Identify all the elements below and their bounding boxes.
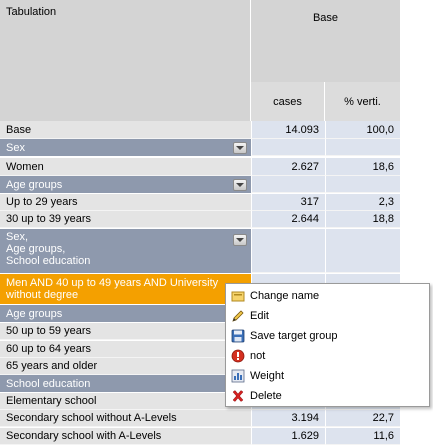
age-60-64-text: 60 up to 64 years (6, 343, 92, 355)
age-50-59-text: 50 up to 59 years (6, 325, 92, 337)
women-percent-value: 18,6 (372, 160, 394, 173)
combined-line-school: School education (6, 255, 91, 267)
combined-line-age: Age groups, (6, 243, 66, 255)
age-30-39-cases-cell: 2.644 (251, 211, 325, 228)
combined-cases-empty (251, 229, 325, 273)
age-up29-cases-value: 317 (300, 196, 319, 208)
menu-item-save-target-group[interactable]: Save target group (226, 326, 429, 346)
delete-icon (231, 389, 245, 403)
secondary-no-alevel-percent-cell: 22,7 (325, 410, 400, 427)
women-percent-cell: 18,6 (325, 158, 400, 176)
secondary-alevel-percent-cell: 11,6 (325, 428, 400, 445)
cases-header-label: cases (273, 95, 302, 108)
menu-item-change-name[interactable]: Change name (226, 286, 429, 306)
section-school-education[interactable]: School education (0, 375, 251, 392)
row-age-up29-label[interactable]: Up to 29 years (0, 194, 251, 211)
cases-column-header[interactable]: cases (251, 82, 325, 121)
base-cases-value: 14.093 (285, 123, 319, 136)
pencil-icon (231, 309, 245, 323)
age-up29-percent-cell: 2,3 (325, 194, 400, 211)
base-cases-cell: 14.093 (251, 121, 325, 139)
rename-icon (231, 289, 245, 303)
age-cases-empty (251, 176, 325, 193)
menu-item-change-name-label: Change name (250, 290, 320, 302)
row-age-50-59-label[interactable]: 50 up to 59 years (0, 323, 251, 340)
women-row-text: Women (6, 160, 44, 173)
elementary-text: Elementary school (6, 395, 97, 407)
women-cases-cell: 2.627 (251, 158, 325, 176)
context-menu: Change name Edit Save target group not W… (225, 283, 430, 407)
menu-item-save-target-group-label: Save target group (250, 330, 338, 342)
floppy-disk-icon (231, 329, 245, 343)
secondary-alevel-cases-value: 1.629 (291, 430, 319, 442)
base-row-text: Base (6, 123, 32, 136)
age-up29-text: Up to 29 years (6, 196, 78, 208)
weight-icon (231, 369, 245, 383)
age-30-39-percent-cell: 18,8 (325, 211, 400, 228)
selected-row-line2: without degree (6, 289, 79, 301)
menu-item-edit[interactable]: Edit (226, 306, 429, 326)
not-icon (231, 349, 245, 363)
section-sex[interactable]: Sex (0, 139, 251, 156)
row-base-label[interactable]: Base (0, 121, 251, 139)
section-school-label: School education (6, 377, 91, 390)
age-65-text: 65 years and older (6, 360, 98, 372)
section-combined[interactable]: Sex, Age groups, School education (0, 229, 251, 273)
menu-item-edit-label: Edit (250, 310, 269, 322)
percent-header-label: % verti. (344, 95, 381, 108)
age-30-39-percent-value: 18,8 (372, 213, 394, 225)
secondary-no-alevel-text: Secondary school without A-Levels (6, 412, 177, 424)
row-women-label[interactable]: Women (0, 158, 251, 176)
row-age-60-64-label[interactable]: 60 up to 64 years (0, 341, 251, 358)
age-percent-empty (325, 176, 400, 193)
menu-item-delete-label: Delete (250, 390, 282, 402)
menu-item-delete[interactable]: Delete (226, 386, 429, 406)
section-age-label: Age groups (6, 178, 63, 191)
base-percent-cell: 100,0 (325, 121, 400, 139)
combined-line-sex: Sex, (6, 231, 29, 243)
combined-percent-empty (325, 229, 400, 273)
age-30-39-cases-value: 2.644 (291, 213, 319, 225)
secondary-no-alevel-cases-value: 3.194 (291, 412, 319, 424)
sex-cases-empty (251, 139, 325, 156)
section-age-groups-2[interactable]: Age groups (0, 305, 251, 322)
menu-item-weight[interactable]: Weight (226, 366, 429, 386)
combined-dropdown-button[interactable] (233, 234, 247, 246)
secondary-alevel-text: Secondary school with A-Levels (6, 430, 162, 442)
row-secondary-alevel-label[interactable]: Secondary school with A-Levels (0, 428, 251, 445)
tabulation-header: Tabulation (0, 0, 251, 121)
age-groups-dropdown-button[interactable] (233, 178, 247, 191)
row-age-30-39-label[interactable]: 30 up to 39 years (0, 211, 251, 228)
secondary-no-alevel-percent-value: 22,7 (372, 412, 394, 424)
base-percent-value: 100,0 (366, 123, 394, 136)
section-age-groups[interactable]: Age groups (0, 176, 251, 193)
age-up29-cases-cell: 317 (251, 194, 325, 211)
menu-item-not[interactable]: not (226, 346, 429, 366)
age-up29-percent-value: 2,3 (378, 196, 394, 208)
section-sex-label: Sex (6, 141, 25, 154)
secondary-alevel-percent-value: 11,6 (373, 430, 394, 442)
percent-column-header[interactable]: % verti. (325, 82, 400, 121)
selected-row-line1: Men AND 40 up to 49 years AND University (6, 277, 219, 289)
row-elementary-label[interactable]: Elementary school (0, 393, 251, 410)
menu-item-not-label: not (250, 350, 266, 362)
sex-dropdown-button[interactable] (233, 141, 247, 154)
section-age2-label: Age groups (6, 307, 63, 320)
sex-percent-empty (325, 139, 400, 156)
base-header-label: Base (312, 12, 339, 24)
women-cases-value: 2.627 (291, 160, 319, 173)
tabulation-label: Tabulation (6, 6, 57, 18)
row-secondary-no-alevel-label[interactable]: Secondary school without A-Levels (0, 410, 251, 427)
base-column-header[interactable]: Base (251, 0, 400, 82)
age-30-39-text: 30 up to 39 years (6, 213, 92, 225)
secondary-no-alevel-cases-cell: 3.194 (251, 410, 325, 427)
secondary-alevel-cases-cell: 1.629 (251, 428, 325, 445)
row-age-65-label[interactable]: 65 years and older (0, 358, 251, 375)
row-selected-target-group[interactable]: Men AND 40 up to 49 years AND University… (0, 274, 251, 304)
menu-item-weight-label: Weight (250, 370, 285, 382)
